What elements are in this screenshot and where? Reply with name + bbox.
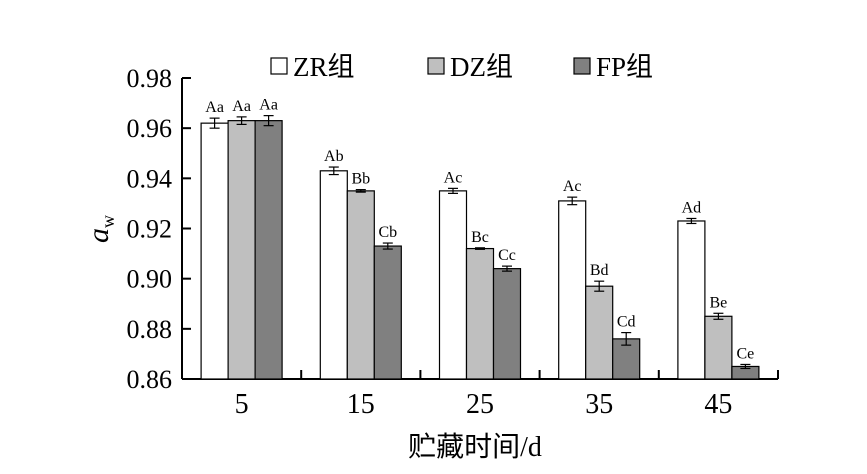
significance-label: Aa	[259, 97, 278, 114]
y-tick-label: 0.94	[127, 164, 173, 193]
x-tick-label: 15	[347, 389, 375, 420]
y-tick-label: 0.92	[127, 215, 173, 244]
significance-label: Cb	[378, 224, 397, 241]
bar	[254, 120, 283, 380]
y-axis: 0.86 0.88 0.90 0.92 0.94 0.96 0.98	[127, 64, 191, 394]
bar	[373, 245, 402, 380]
bar	[704, 315, 733, 380]
significance-label: Ad	[682, 199, 702, 216]
x-axis-label: 贮藏时间/d	[408, 431, 542, 463]
significance-label: Bb	[351, 171, 370, 188]
significance-label: Aa	[205, 99, 224, 116]
x-tick-label: 25	[466, 389, 494, 420]
bar	[346, 190, 375, 380]
x-tick-label: 45	[704, 389, 732, 420]
y-tick-label: 0.88	[127, 315, 173, 344]
significance-label: Ac	[563, 178, 582, 195]
y-tick-label: 0.96	[127, 114, 173, 143]
significance-label: Cc	[498, 247, 516, 264]
legend-swatch	[427, 57, 445, 75]
bar	[465, 247, 495, 380]
bar	[200, 122, 229, 380]
bars: Aa Ab Ac Ac Ad Aa Bb Bc Bd Be Aa Cb Cc Cd Ce	[200, 97, 760, 380]
x-tick-label: 5	[235, 389, 249, 420]
y-axis-label: aw	[82, 215, 118, 243]
legend-label: FP组	[596, 52, 653, 82]
y-tick-label: 0.86	[127, 365, 173, 394]
bar	[492, 268, 522, 380]
x-tick-label: 35	[585, 389, 613, 420]
legend: ZR组 DZ组 FP组	[270, 52, 653, 82]
bar	[319, 170, 348, 380]
significance-label: Bd	[590, 262, 609, 279]
bar	[227, 120, 256, 380]
bar	[585, 285, 614, 380]
significance-label: Cd	[617, 314, 636, 331]
significance-label: Ab	[324, 148, 344, 165]
bar	[677, 220, 706, 380]
legend-swatch	[270, 57, 288, 75]
bar	[438, 190, 468, 380]
y-tick-label: 0.90	[127, 265, 173, 294]
y-tick-label: 0.98	[127, 64, 173, 93]
significance-label: Ce	[737, 345, 755, 362]
significance-label: Aa	[232, 98, 251, 115]
legend-label: ZR组	[293, 52, 355, 82]
significance-label: Ac	[444, 169, 463, 186]
significance-label: Bc	[471, 229, 489, 246]
bar	[558, 200, 587, 380]
legend-label: DZ组	[450, 52, 513, 82]
significance-label: Be	[710, 294, 728, 311]
legend-swatch	[573, 57, 591, 75]
